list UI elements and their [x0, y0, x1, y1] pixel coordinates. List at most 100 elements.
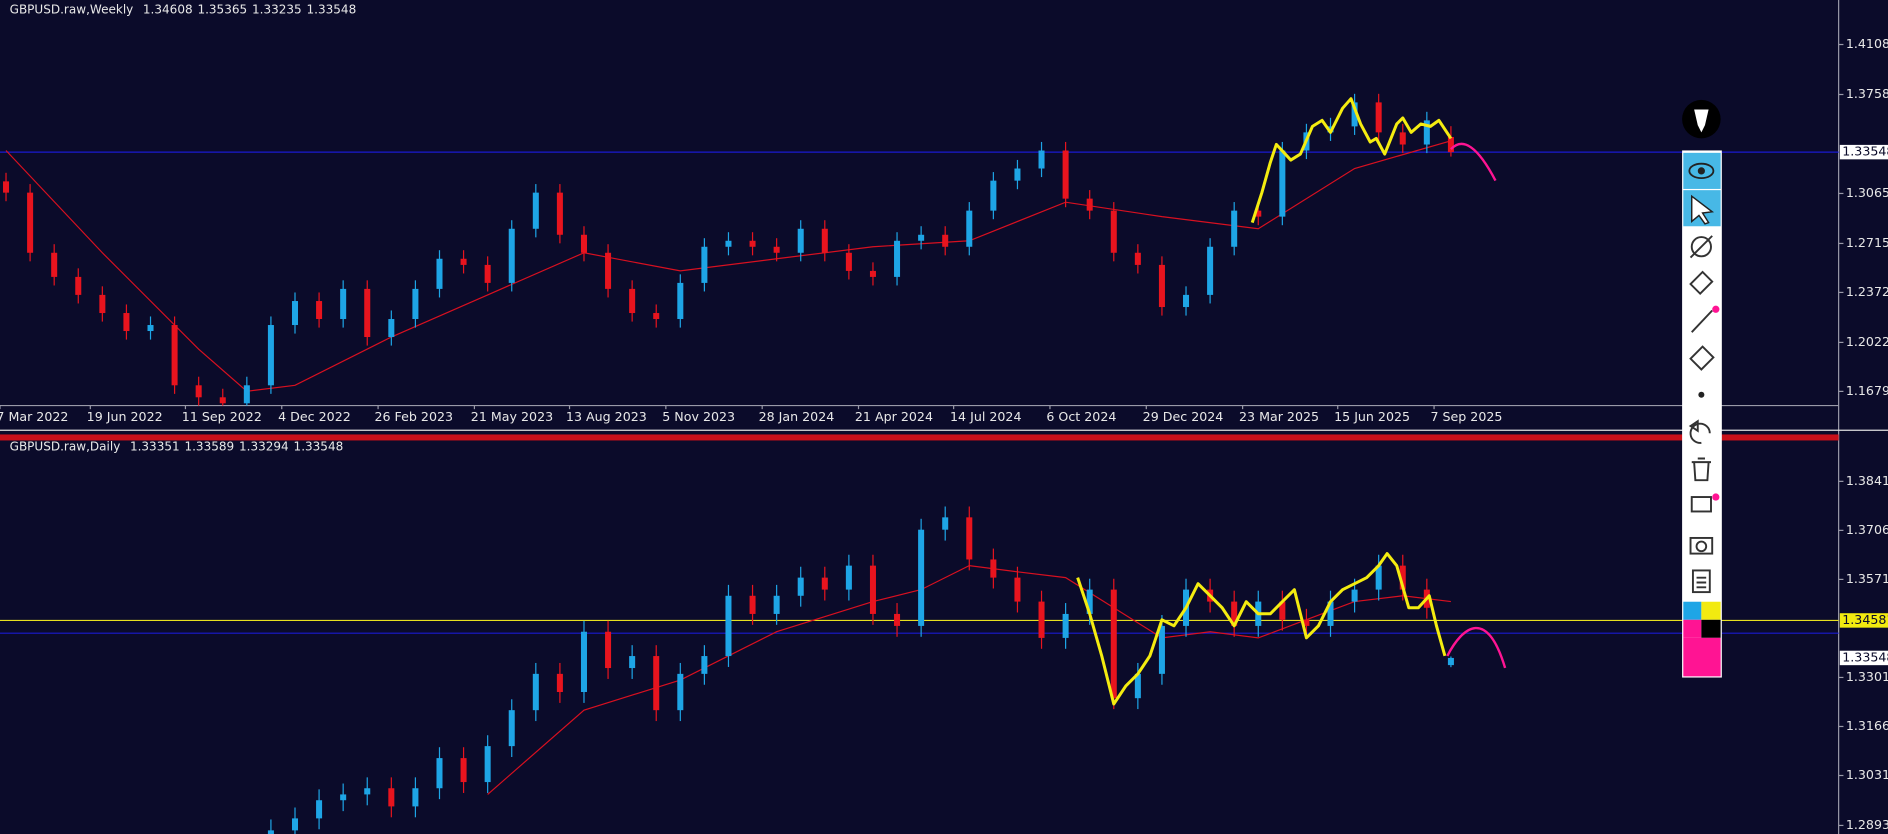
candle-body	[1447, 657, 1454, 666]
current-color[interactable]	[1683, 637, 1721, 677]
eraser-icon[interactable]	[1689, 345, 1715, 371]
candle-body	[1303, 619, 1310, 626]
eye-pupil	[1697, 167, 1705, 175]
ohlc-value: 1.33589	[184, 439, 234, 453]
price-tick-label: 1.33011	[1846, 669, 1888, 684]
symbol: GBPUSD.raw,Weekly	[10, 2, 134, 16]
date-label: 29 Dec 2024	[1143, 409, 1224, 424]
candle-body	[797, 577, 804, 596]
candle-body	[267, 325, 274, 386]
candle-body	[484, 746, 491, 783]
candle-body	[580, 234, 587, 253]
candle-body	[1062, 613, 1069, 638]
candle-body	[3, 181, 10, 193]
price-tick-label: 1.37583	[1846, 86, 1888, 101]
ohlc-value: 1.35365	[197, 2, 247, 16]
color-dot	[1712, 493, 1720, 501]
candle-body	[340, 794, 347, 801]
swatch-black[interactable]	[1701, 619, 1721, 638]
drawn-zigzag	[1250, 97, 1453, 224]
active-panel-border	[0, 434, 1839, 441]
candle-body	[821, 577, 828, 590]
candle-body	[990, 180, 997, 211]
candle-body	[749, 240, 756, 247]
line-icon[interactable]	[1691, 309, 1713, 333]
undo-icon[interactable]	[1688, 419, 1711, 444]
template-icon[interactable]	[1690, 496, 1712, 513]
date-label: 15 Jun 2025	[1334, 409, 1410, 424]
candle-body	[364, 788, 371, 795]
candle-body	[1158, 264, 1165, 308]
tool-icons	[1688, 235, 1715, 594]
candle-body	[1062, 150, 1069, 199]
plot-area	[3, 93, 1454, 406]
candle-body	[27, 192, 34, 253]
candle-body	[990, 559, 997, 578]
date-label: 28 Jan 2024	[759, 409, 835, 424]
price-box-label: 1.33548	[1842, 144, 1888, 159]
candle-body	[1423, 120, 1430, 145]
pencil-icon[interactable]	[1689, 270, 1714, 296]
candle-body	[75, 276, 82, 295]
swatch-magenta[interactable]	[1683, 619, 1702, 638]
color-dot	[1712, 305, 1720, 313]
drawn-projection	[1450, 142, 1497, 182]
candle-body	[1231, 210, 1238, 247]
candle-body	[1399, 132, 1406, 145]
candle-body	[629, 656, 636, 669]
candle-body	[773, 595, 780, 614]
trash-icon[interactable]	[1691, 457, 1711, 482]
date-label: 7 Sep 2025	[1430, 409, 1502, 424]
cursor-icon	[1691, 194, 1715, 225]
drawing-toolbar	[1682, 99, 1722, 678]
candle-body	[436, 758, 443, 789]
candle-body	[1207, 246, 1214, 295]
moving-average	[487, 565, 1451, 795]
ohlc-value: 1.33548	[307, 2, 357, 16]
candle-body	[1014, 577, 1021, 602]
swatch-yellow[interactable]	[1701, 601, 1721, 620]
candle-body	[966, 517, 973, 560]
candle-body	[1158, 625, 1165, 674]
candle-body	[797, 228, 804, 253]
candle-body	[1038, 150, 1045, 169]
swatch-cyan[interactable]	[1683, 601, 1702, 620]
candle-body	[580, 631, 587, 693]
candle-body	[267, 830, 274, 834]
candle-body	[388, 788, 395, 807]
clipboard-icon[interactable]	[1691, 569, 1711, 594]
candle-body	[821, 228, 828, 253]
candle-body	[1279, 601, 1286, 620]
price-tick-label: 1.23723	[1846, 284, 1888, 299]
candle-body	[532, 192, 539, 229]
candle-body	[243, 385, 250, 404]
candle-body	[918, 529, 925, 626]
candle-body	[171, 325, 178, 386]
candle-body	[701, 246, 708, 283]
candle-body	[291, 818, 299, 831]
candle-body	[845, 565, 852, 590]
price-box	[1839, 650, 1888, 666]
ohlc-value: 1.33294	[239, 439, 289, 453]
candle-body	[364, 288, 371, 338]
candle-body	[508, 710, 515, 747]
dot-size[interactable]	[1698, 391, 1705, 398]
candle-body	[123, 313, 130, 332]
candle-body	[1110, 589, 1117, 699]
candle-body	[1375, 565, 1382, 590]
eye-icon	[1688, 162, 1715, 180]
candle-body	[653, 313, 660, 320]
candle-body	[1447, 136, 1454, 153]
magnet-icon[interactable]	[1690, 236, 1712, 258]
price-tick-label: 1.16793	[1846, 383, 1888, 398]
candle-body	[1351, 589, 1358, 602]
price-box-label: 1.33548	[1842, 649, 1888, 664]
camera-icon[interactable]	[1689, 536, 1714, 555]
price-tick-label: 1.27153	[1846, 235, 1888, 250]
candle-body	[291, 301, 299, 326]
candle-body	[725, 240, 732, 247]
candle-body	[316, 301, 323, 320]
candle-body	[147, 325, 154, 332]
